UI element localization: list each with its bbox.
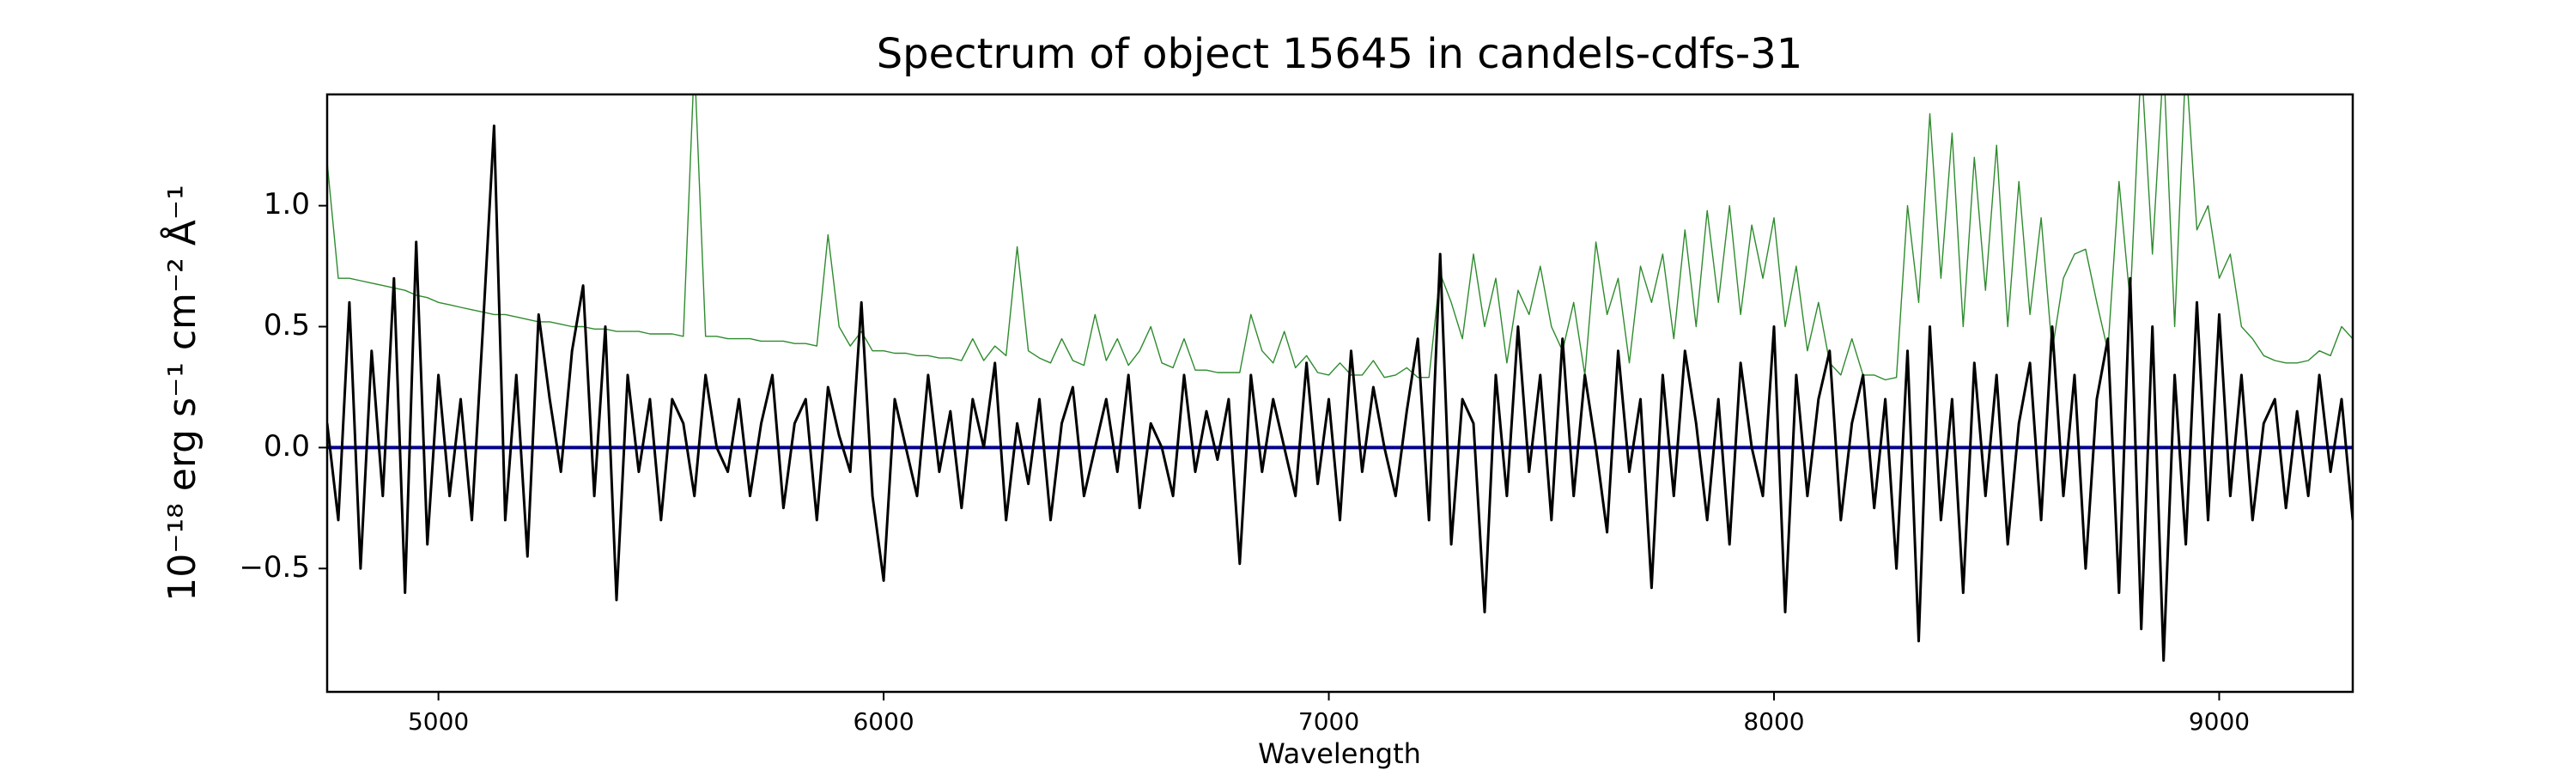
spectrum-line xyxy=(327,124,2353,662)
y-tick-label: 0.5 xyxy=(264,308,310,343)
x-tick-label: 8000 xyxy=(1743,707,1804,736)
x-tick-label: 6000 xyxy=(853,707,914,736)
y-axis-label: 10⁻¹⁸ erg s⁻¹ cm⁻² Å⁻¹ xyxy=(159,185,204,601)
x-axis-label: Wavelength xyxy=(1258,737,1421,770)
chart-title: Spectrum of object 15645 in candels-cdfs… xyxy=(877,30,1803,78)
plot-frame xyxy=(325,93,2354,694)
y-tick-label: 0.0 xyxy=(264,429,310,464)
x-tick-label: 5000 xyxy=(408,707,469,736)
x-tick-label: 7000 xyxy=(1298,707,1359,736)
plot-area xyxy=(327,94,2353,662)
spectrum-line xyxy=(327,94,2353,381)
x-tick-label: 9000 xyxy=(2189,707,2250,736)
y-tick-label: −0.5 xyxy=(239,550,310,585)
y-tick-label: 1.0 xyxy=(264,187,310,221)
